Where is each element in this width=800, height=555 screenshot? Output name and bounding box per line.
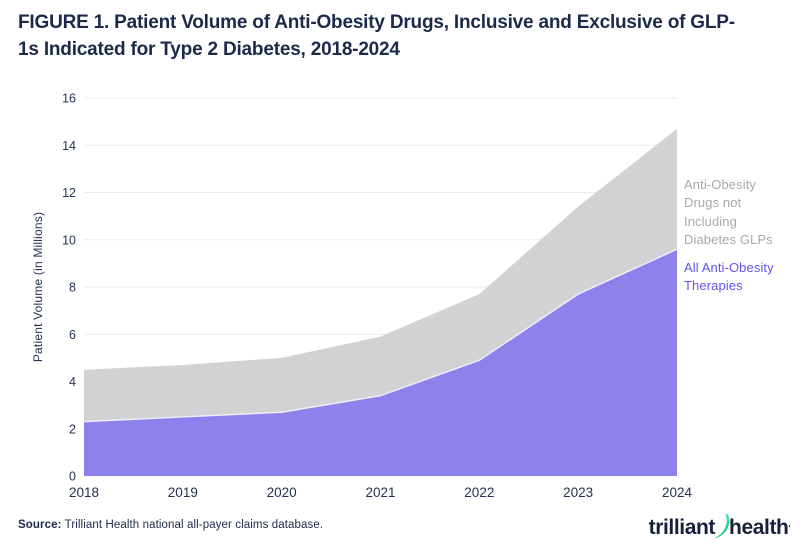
y-axis-title: Patient Volume (in Millions): [31, 212, 45, 362]
figure-title: FIGURE 1. Patient Volume of Anti-Obesity…: [18, 12, 735, 60]
y-tick-label: 14: [62, 139, 76, 153]
logo-word-trilliant: trilliant: [648, 515, 716, 539]
source-text: Trilliant Health national all-payer clai…: [61, 519, 324, 531]
logo-trademark: ': [788, 523, 790, 533]
y-tick-label: 2: [69, 422, 76, 436]
x-tick-label: 2020: [267, 485, 297, 500]
chart-svg: 0 2 4 6 8 10 12 14 16 2018 2019 2020 2021 2022 2023 202…: [31, 92, 693, 501]
x-tick-label: 2024: [662, 485, 693, 500]
logo-word-health: health: [729, 515, 789, 539]
area-series-1: [84, 249, 677, 476]
y-tick-label: 4: [69, 375, 76, 389]
trilliant-health-logo: trilliant health ': [649, 513, 790, 542]
y-tick-label: 8: [69, 281, 76, 295]
x-tick-label: 2018: [69, 485, 99, 500]
series-label-excluding-glps: Anti-Obesity Drugs not Including Diabete…: [684, 177, 773, 248]
y-tick-label: 6: [69, 328, 76, 342]
y-tick-label: 12: [62, 186, 76, 200]
y-tick-label: 0: [69, 470, 76, 484]
series-boundary-line: [83, 248, 678, 423]
y-tick-label: 10: [62, 233, 76, 247]
swoosh-icon: [714, 513, 730, 539]
x-tick-label: 2019: [168, 485, 198, 500]
x-tick-label: 2021: [365, 485, 395, 500]
series-label-all-therapies: All Anti-Obesity Therapies: [684, 260, 774, 294]
source-label: Source:: [18, 519, 62, 531]
x-tick-label: 2023: [563, 485, 593, 500]
source-line: Source: Trilliant Health national all-pa…: [18, 519, 323, 531]
y-tick-label: 16: [62, 92, 76, 106]
x-tick-label: 2022: [464, 485, 494, 500]
